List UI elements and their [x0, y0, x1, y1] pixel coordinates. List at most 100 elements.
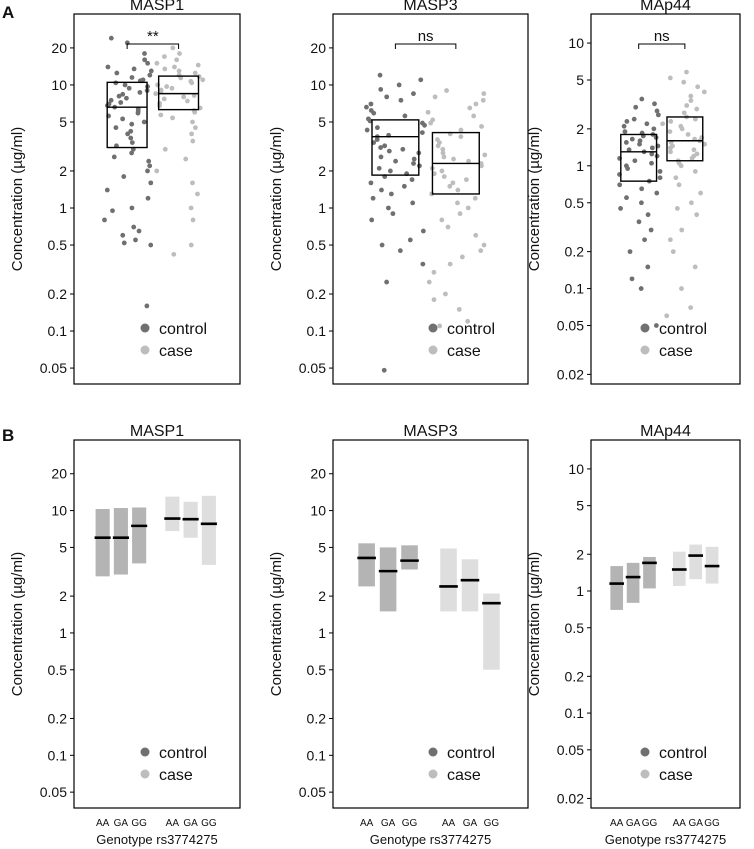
data-point-control [384, 279, 390, 285]
data-point-control [364, 127, 370, 133]
legend-label-case: case [159, 343, 193, 360]
data-point-case [664, 313, 670, 319]
data-point-case [443, 291, 448, 297]
data-point-case [172, 64, 177, 70]
y-tick-label: 10 [51, 77, 67, 93]
data-point-case [190, 217, 196, 223]
data-point-control [145, 195, 151, 201]
data-point-control [638, 286, 644, 291]
data-point-control [129, 140, 135, 145]
data-point-control [629, 136, 635, 142]
range-bar-control-gg [401, 545, 418, 570]
data-point-control [142, 51, 147, 56]
data-point-case [426, 279, 432, 285]
data-point-case [679, 286, 684, 291]
data-point-control [116, 93, 122, 99]
legend-marker-control [140, 747, 150, 757]
legend-label-control: control [159, 321, 207, 338]
y-tick-label: 0.1 [565, 705, 585, 721]
data-point-control [121, 240, 127, 246]
data-point-control [649, 151, 655, 157]
data-point-control [129, 121, 135, 127]
data-point-control [636, 219, 642, 225]
data-point-control [655, 112, 661, 118]
data-point-case [169, 85, 175, 91]
data-point-case [170, 115, 175, 121]
legend-marker-case [140, 345, 150, 355]
data-point-control [393, 158, 398, 164]
data-point-control [147, 72, 153, 78]
genotype-tick-label: AA [610, 818, 624, 829]
data-point-control [113, 125, 119, 131]
data-point-case [660, 121, 666, 127]
data-point-case [195, 62, 201, 68]
data-point-case [190, 180, 195, 186]
y-tick-label: 5 [576, 72, 584, 88]
range-bar-case-ga [461, 559, 479, 612]
genotype-tick-label: AA [442, 818, 456, 829]
range-bar-case-gg [483, 593, 500, 670]
data-point-control [370, 195, 376, 201]
data-point-case [441, 174, 447, 179]
y-tick-label: 1 [576, 583, 584, 599]
data-point-control [105, 64, 111, 70]
data-point-case [192, 70, 198, 76]
data-point-control [121, 174, 127, 179]
data-point-control [639, 186, 645, 192]
data-point-case [162, 66, 168, 72]
data-point-control [396, 82, 402, 88]
y-tick-label: 0.2 [307, 286, 327, 302]
data-point-case [440, 146, 446, 152]
data-point-case [698, 190, 704, 196]
y-axis-label: Concentration (µg/ml) [9, 127, 26, 272]
data-point-case [190, 138, 196, 144]
data-point-control [407, 237, 413, 243]
y-tick-label: 0.02 [557, 366, 584, 382]
box-control [371, 119, 420, 176]
data-point-case [479, 124, 484, 129]
data-point-case [684, 103, 690, 108]
range-bar-control-ga [113, 507, 128, 575]
data-point-control [649, 145, 655, 151]
y-axis-label: Concentration (µg/ml) [268, 552, 285, 697]
y-tick-label: 0.05 [557, 318, 584, 334]
genotype-tick-label: AA [96, 818, 110, 829]
y-tick-label: 0.5 [565, 195, 585, 211]
data-point-case [439, 217, 445, 223]
chart-a-masp3: MASP3 Concentration (µg/ml) 0.05 0.1 0.2 0.5 1… [268, 0, 529, 385]
data-point-control [642, 237, 647, 243]
data-point-case [153, 91, 159, 97]
data-point-case [450, 180, 456, 186]
data-point-control [623, 140, 629, 145]
data-point-control [124, 95, 129, 101]
data-point-control [128, 135, 134, 141]
legend-marker-control [428, 747, 438, 757]
data-point-control [142, 57, 148, 63]
y-tick-label: 0.1 [307, 747, 327, 763]
data-point-control [387, 168, 393, 174]
y-tick-label: 0.1 [48, 747, 68, 763]
legend-label-control: control [659, 321, 707, 338]
data-point-case [439, 168, 445, 174]
genotype-tick-label: GG [642, 818, 658, 829]
legend-label-case: case [659, 343, 693, 360]
data-point-case [688, 200, 694, 206]
y-tick-label: 0.5 [48, 237, 68, 253]
data-point-case [465, 205, 471, 211]
data-point-control [627, 249, 633, 255]
significance-bracket [394, 43, 457, 49]
data-point-case [447, 183, 453, 189]
data-point-case [425, 109, 431, 115]
chart-b-map44: MAp44 Concentration (µg/ml) 0.02 0.05 0.1 0.2… [526, 423, 741, 847]
y-axis-label: Concentration (µg/ml) [9, 552, 26, 697]
data-point-control [131, 224, 137, 230]
data-point-control [108, 35, 114, 41]
genotype-tick-label: GA [114, 818, 129, 829]
legend-label-control: control [659, 745, 707, 762]
data-point-control [618, 205, 623, 211]
data-point-case [694, 212, 700, 218]
data-point-case [688, 93, 694, 99]
y-tick-label: 5 [318, 539, 326, 555]
data-point-control [637, 141, 642, 147]
y-tick-label: 0.2 [565, 244, 585, 260]
